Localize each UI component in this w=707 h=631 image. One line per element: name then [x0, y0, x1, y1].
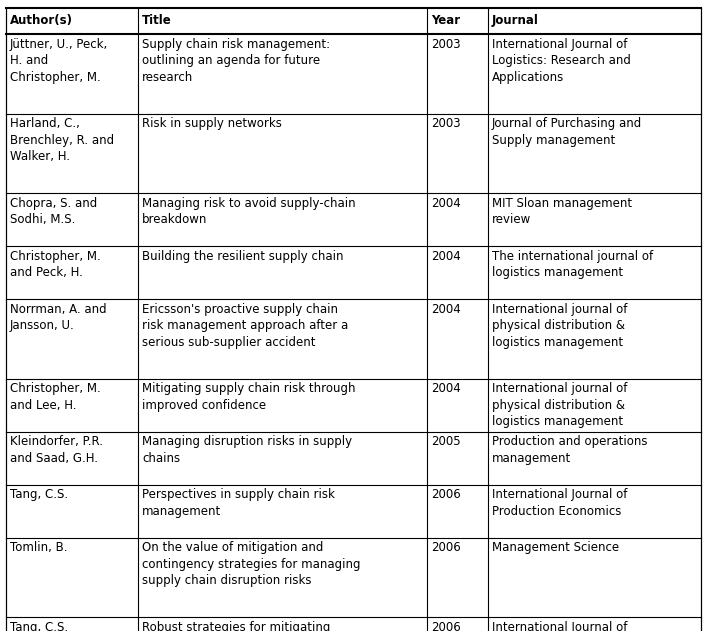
Bar	[138, 432, 426, 485]
Text: 2006: 2006	[431, 541, 460, 555]
Bar	[6, 299, 138, 379]
Bar	[488, 379, 701, 432]
Bar	[426, 432, 488, 485]
Text: Tomlin, B.: Tomlin, B.	[10, 541, 67, 555]
Bar	[488, 8, 701, 34]
Text: 2004: 2004	[431, 250, 460, 263]
Text: Title: Title	[142, 15, 172, 27]
Text: International Journal of
Production Economics: International Journal of Production Econ…	[492, 488, 627, 518]
Bar	[426, 379, 488, 432]
Text: Supply chain risk management:
outlining an agenda for future
research: Supply chain risk management: outlining …	[142, 38, 330, 84]
Bar	[488, 617, 701, 631]
Text: International Journal of
Logistics: Research and
Applications: International Journal of Logistics: Rese…	[492, 38, 631, 84]
Text: Christopher, M.
and Lee, H.: Christopher, M. and Lee, H.	[10, 382, 100, 412]
Text: Chopra, S. and
Sodhi, M.S.: Chopra, S. and Sodhi, M.S.	[10, 197, 97, 227]
Text: Kleindorfer, P.R.
and Saad, G.H.: Kleindorfer, P.R. and Saad, G.H.	[10, 435, 103, 465]
Bar	[138, 485, 426, 538]
Bar	[488, 193, 701, 246]
Text: On the value of mitigation and
contingency strategies for managing
supply chain : On the value of mitigation and contingen…	[142, 541, 361, 587]
Bar	[426, 617, 488, 631]
Bar	[426, 299, 488, 379]
Text: Christopher, M.
and Peck, H.: Christopher, M. and Peck, H.	[10, 250, 100, 280]
Bar	[6, 538, 138, 617]
Bar	[138, 538, 426, 617]
Bar	[6, 114, 138, 193]
Text: 2004: 2004	[431, 382, 460, 396]
Text: The international journal of
logistics management: The international journal of logistics m…	[492, 250, 653, 280]
Bar	[426, 246, 488, 299]
Text: Norrman, A. and
Jansson, U.: Norrman, A. and Jansson, U.	[10, 303, 107, 333]
Text: MIT Sloan management
review: MIT Sloan management review	[492, 197, 632, 227]
Bar	[6, 246, 138, 299]
Text: Production and operations
management: Production and operations management	[492, 435, 648, 465]
Text: Tang, C.S.: Tang, C.S.	[10, 621, 68, 631]
Text: Robust strategies for mitigating
supply chain disruptions: Robust strategies for mitigating supply …	[142, 621, 330, 631]
Bar	[488, 34, 701, 114]
Bar	[138, 379, 426, 432]
Text: Harland, C.,
Brenchley, R. and
Walker, H.: Harland, C., Brenchley, R. and Walker, H…	[10, 117, 114, 163]
Bar	[138, 617, 426, 631]
Text: 2006: 2006	[431, 621, 460, 631]
Text: International journal of
physical distribution &
logistics management: International journal of physical distri…	[492, 382, 627, 428]
Text: Year: Year	[431, 15, 460, 27]
Text: Journal of Purchasing and
Supply management: Journal of Purchasing and Supply managem…	[492, 117, 642, 147]
Bar	[138, 299, 426, 379]
Bar	[6, 8, 138, 34]
Text: Tang, C.S.: Tang, C.S.	[10, 488, 68, 502]
Text: Journal: Journal	[492, 15, 539, 27]
Text: 2004: 2004	[431, 197, 460, 210]
Bar	[488, 538, 701, 617]
Bar	[488, 432, 701, 485]
Text: Jüttner, U., Peck,
H. and
Christopher, M.: Jüttner, U., Peck, H. and Christopher, M…	[10, 38, 108, 84]
Bar	[6, 485, 138, 538]
Text: 2006: 2006	[431, 488, 460, 502]
Text: 2004: 2004	[431, 303, 460, 316]
Bar	[6, 432, 138, 485]
Bar	[426, 193, 488, 246]
Text: International Journal of
Logistics: Research and
Applications: International Journal of Logistics: Rese…	[492, 621, 631, 631]
Text: International journal of
physical distribution &
logistics management: International journal of physical distri…	[492, 303, 627, 349]
Bar	[138, 8, 426, 34]
Text: Ericsson's proactive supply chain
risk management approach after a
serious sub-s: Ericsson's proactive supply chain risk m…	[142, 303, 349, 349]
Bar	[138, 246, 426, 299]
Text: Building the resilient supply chain: Building the resilient supply chain	[142, 250, 344, 263]
Bar	[6, 193, 138, 246]
Text: Managing risk to avoid supply-chain
breakdown: Managing risk to avoid supply-chain brea…	[142, 197, 356, 227]
Text: Mitigating supply chain risk through
improved confidence: Mitigating supply chain risk through imp…	[142, 382, 356, 412]
Text: Author(s): Author(s)	[10, 15, 73, 27]
Text: 2003: 2003	[431, 117, 460, 131]
Text: 2003: 2003	[431, 38, 460, 51]
Text: Perspectives in supply chain risk
management: Perspectives in supply chain risk manage…	[142, 488, 335, 518]
Text: Risk in supply networks: Risk in supply networks	[142, 117, 282, 131]
Bar	[6, 34, 138, 114]
Bar	[138, 193, 426, 246]
Bar	[138, 34, 426, 114]
Bar	[488, 246, 701, 299]
Bar	[426, 34, 488, 114]
Bar	[426, 485, 488, 538]
Bar	[426, 114, 488, 193]
Bar	[138, 114, 426, 193]
Text: Managing disruption risks in supply
chains: Managing disruption risks in supply chai…	[142, 435, 352, 465]
Bar	[426, 538, 488, 617]
Bar	[488, 114, 701, 193]
Bar	[6, 379, 138, 432]
Bar	[6, 617, 138, 631]
Bar	[488, 485, 701, 538]
Bar	[488, 299, 701, 379]
Bar	[426, 8, 488, 34]
Text: 2005: 2005	[431, 435, 460, 449]
Text: Management Science: Management Science	[492, 541, 619, 555]
